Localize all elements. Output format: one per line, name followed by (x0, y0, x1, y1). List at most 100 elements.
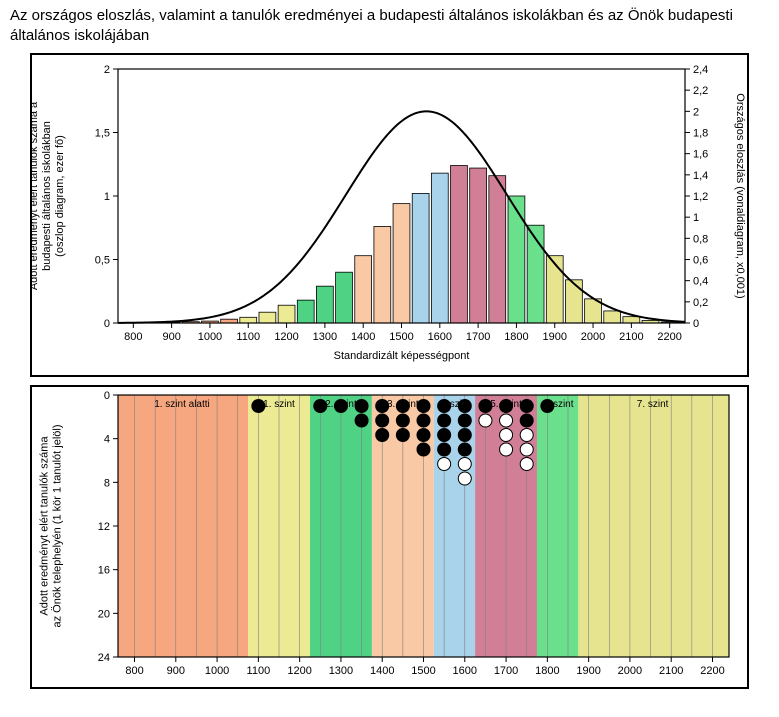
x-tick-label: 1400 (351, 331, 375, 343)
student-dot (417, 443, 430, 456)
x-tick-label: 900 (162, 331, 180, 343)
bar (431, 173, 448, 323)
x-tick-label: 1000 (205, 665, 229, 677)
x-tick-label: 800 (125, 665, 143, 677)
y-tick-label: 8 (104, 477, 110, 489)
student-dot (500, 414, 513, 427)
student-dot (417, 414, 430, 427)
x-tick-label: 1400 (370, 665, 394, 677)
bar (393, 204, 410, 323)
student-dot (334, 400, 347, 413)
svg-text:az Önök telephelyén (1 kör 1 t: az Önök telephelyén (1 kör 1 tanulót jel… (52, 424, 64, 627)
title-line-1: Az országos eloszlás, valamint a tanulók… (10, 7, 733, 24)
y-left-axis-label: Adott eredményt elért tanulók száma abud… (32, 101, 66, 290)
student-dot (396, 400, 409, 413)
y-tick-label: 4 (104, 434, 110, 446)
student-dot (500, 443, 513, 456)
bar (278, 305, 295, 323)
bottom-chart-panel: 1. szint alatti1. szint2. szint3. szint4… (30, 385, 749, 689)
bar (451, 166, 468, 323)
y-tick-label: 20 (98, 608, 110, 620)
level-band (578, 395, 729, 657)
x-tick-label: 2200 (657, 331, 681, 343)
bar (355, 256, 372, 323)
level-band-label: 1. szint (263, 399, 295, 410)
student-dot (500, 429, 513, 442)
page: Az országos eloszlás, valamint a tanulók… (0, 0, 779, 705)
student-dot (355, 414, 368, 427)
student-dot (376, 400, 389, 413)
x-tick-label: 900 (167, 665, 185, 677)
level-band (537, 395, 578, 657)
student-dot (458, 458, 471, 471)
x-axis-label: Standardizált képességpont (334, 350, 470, 362)
svg-text:Adott eredményt elért tanulók: Adott eredményt elért tanulók száma (39, 436, 51, 616)
x-tick-label: 2100 (619, 331, 643, 343)
student-dot (458, 400, 471, 413)
y-right-tick-label: 0,8 (693, 233, 708, 245)
x-tick-label: 1900 (576, 665, 600, 677)
student-dot (458, 472, 471, 485)
bar (374, 226, 391, 323)
y-tick-label: 0 (104, 390, 110, 402)
student-dot-chart: 1. szint alatti1. szint2. szint3. szint4… (32, 387, 747, 687)
svg-text:budapesti általános iskolákban: budapesti általános iskolákban (41, 121, 53, 271)
student-dot (355, 400, 368, 413)
y-left-tick-label: 1,5 (95, 128, 110, 140)
student-dot (500, 400, 513, 413)
x-tick-label: 1100 (236, 331, 260, 343)
x-tick-label: 800 (124, 331, 142, 343)
student-dot (438, 414, 451, 427)
y-right-tick-label: 2,2 (693, 85, 708, 97)
student-dot (438, 429, 451, 442)
y-left-tick-label: 2 (104, 64, 110, 76)
student-dot (520, 458, 533, 471)
bar (565, 280, 582, 323)
y-axis-label: Adott eredményt elért tanulók számaaz Ön… (39, 424, 64, 627)
y-tick-label: 12 (98, 521, 110, 533)
x-tick-label: 2000 (618, 665, 642, 677)
student-dot (520, 429, 533, 442)
y-left-tick-label: 1 (104, 191, 110, 203)
x-tick-label: 1000 (198, 331, 222, 343)
x-tick-label: 1800 (504, 331, 528, 343)
x-tick-label: 1500 (411, 665, 435, 677)
bar (316, 286, 333, 323)
student-dot (252, 400, 265, 413)
y-right-tick-label: 0,6 (693, 255, 708, 267)
bar (259, 312, 276, 323)
y-right-tick-label: 1,6 (693, 149, 708, 161)
y-right-tick-label: 1,2 (693, 191, 708, 203)
bar (240, 317, 257, 323)
x-tick-label: 2200 (700, 665, 724, 677)
y-tick-label: 24 (98, 652, 110, 664)
student-dot (520, 443, 533, 456)
x-tick-label: 1600 (453, 665, 477, 677)
y-right-axis-label: Országos eloszlás (vonaldiagram, x0,001) (734, 93, 746, 298)
x-tick-label: 1800 (535, 665, 559, 677)
student-dot (314, 400, 327, 413)
student-dot (396, 414, 409, 427)
y-right-tick-label: 2 (693, 106, 699, 118)
student-dot (520, 414, 533, 427)
y-right-tick-label: 1,8 (693, 128, 708, 140)
level-band-label: 1. szint alatti (154, 399, 210, 410)
y-left-tick-label: 0,5 (95, 255, 110, 267)
student-dot (438, 400, 451, 413)
y-right-tick-label: 0,4 (693, 276, 708, 288)
y-left-tick-label: 0 (104, 318, 110, 330)
student-dot (479, 414, 492, 427)
x-tick-label: 1200 (274, 331, 298, 343)
x-tick-label: 1500 (389, 331, 413, 343)
student-dot (417, 429, 430, 442)
student-dot (376, 429, 389, 442)
bar (470, 168, 487, 323)
x-tick-label: 1300 (329, 665, 353, 677)
student-dot (520, 400, 533, 413)
x-tick-label: 1700 (494, 665, 518, 677)
y-right-tick-label: 0,2 (693, 297, 708, 309)
bar (604, 311, 621, 323)
svg-text:(oszlop diagram, ezer fő): (oszlop diagram, ezer fő) (54, 135, 66, 257)
y-right-tick-label: 0 (693, 318, 699, 330)
y-right-tick-label: 2,4 (693, 64, 708, 76)
